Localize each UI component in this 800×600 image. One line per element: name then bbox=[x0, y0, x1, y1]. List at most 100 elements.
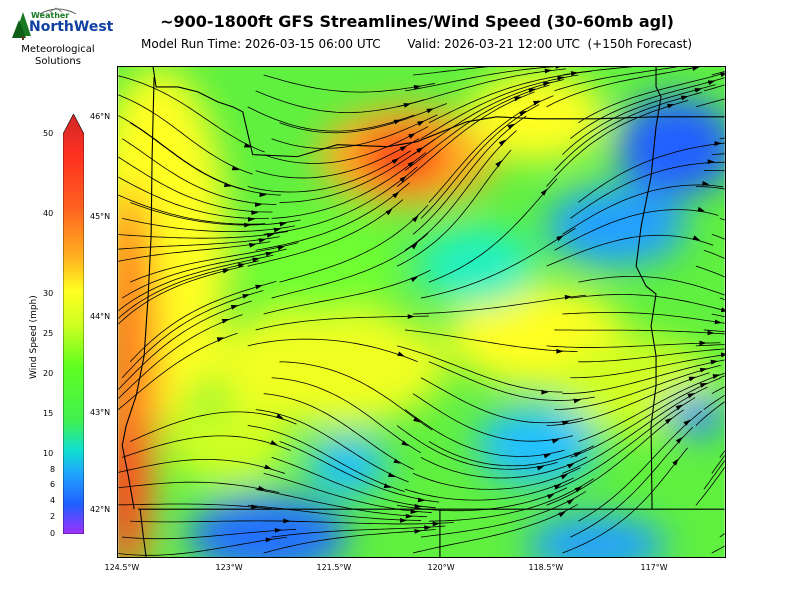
wind-map[interactable] bbox=[117, 66, 726, 558]
streamline bbox=[554, 67, 679, 92]
latitude-label: 45°N bbox=[90, 212, 111, 221]
streamline-arrow-icon bbox=[410, 242, 418, 250]
streamline bbox=[412, 115, 527, 235]
streamline bbox=[404, 130, 517, 251]
streamline bbox=[546, 67, 700, 108]
streamline bbox=[263, 166, 418, 235]
streamline bbox=[118, 536, 287, 556]
latitude-label: 44°N bbox=[90, 312, 111, 321]
streamline bbox=[271, 152, 427, 219]
colorbar-tick-label: 40 bbox=[43, 209, 54, 218]
streamline-arrow-icon bbox=[557, 75, 565, 81]
streamline-arrow-icon bbox=[692, 67, 700, 71]
streamline-arrow-icon bbox=[667, 103, 675, 109]
streamline-arrow-icon bbox=[387, 472, 396, 478]
streamline-arrow-icon bbox=[688, 376, 697, 382]
streamline bbox=[562, 447, 688, 554]
streamline bbox=[279, 441, 440, 503]
state-borders bbox=[121, 67, 725, 557]
streamline bbox=[118, 236, 280, 250]
streamline bbox=[405, 67, 555, 92]
logo-caption-line1: Meteorological bbox=[21, 44, 95, 55]
pacific-coastline bbox=[121, 76, 155, 510]
streamline bbox=[546, 234, 714, 267]
streamline bbox=[263, 74, 435, 93]
streamline-arrow-icon bbox=[573, 398, 582, 404]
streamline-arrow-icon bbox=[699, 367, 708, 373]
streamline-arrow-icon bbox=[541, 389, 549, 395]
streamline bbox=[420, 227, 576, 299]
streamline-arrow-icon bbox=[519, 110, 527, 117]
streamline bbox=[578, 275, 725, 296]
streamline bbox=[554, 329, 725, 335]
streamline bbox=[255, 409, 409, 483]
streamline bbox=[118, 94, 253, 175]
streamline-arrow-icon bbox=[417, 497, 426, 503]
streamline bbox=[255, 138, 420, 179]
streamline-arrow-icon bbox=[564, 294, 573, 300]
streamline-arrow-icon bbox=[410, 276, 419, 283]
streamline bbox=[404, 409, 565, 457]
streamline-arrow-icon bbox=[392, 191, 400, 199]
streamline bbox=[255, 488, 427, 518]
streamline bbox=[271, 377, 422, 454]
streamline bbox=[118, 241, 271, 262]
streamline bbox=[129, 281, 277, 363]
streamline-arrow-icon bbox=[408, 133, 416, 139]
streamline bbox=[130, 242, 299, 283]
logo-caption: Meteorological Solutions bbox=[13, 44, 103, 68]
streamline-arrow-icon bbox=[399, 175, 407, 183]
streamline bbox=[695, 466, 725, 506]
streamline-arrow-icon bbox=[264, 464, 272, 470]
streamline bbox=[271, 233, 429, 299]
streamline bbox=[404, 477, 575, 501]
streamline bbox=[578, 410, 702, 522]
streamline-arrow-icon bbox=[259, 192, 267, 198]
streamline-arrow-icon bbox=[560, 473, 569, 480]
streamline bbox=[428, 441, 594, 467]
streamline-arrow-icon bbox=[543, 453, 552, 459]
streamline bbox=[247, 338, 418, 363]
streamline bbox=[118, 231, 289, 239]
longitude-label: 123°W bbox=[215, 563, 243, 572]
streamline-arrow-icon bbox=[675, 436, 683, 444]
streamline bbox=[255, 315, 429, 331]
streamline-arrow-icon bbox=[399, 517, 408, 523]
streamline-arrow-icon bbox=[385, 208, 393, 216]
streamline-arrow-icon bbox=[697, 206, 705, 212]
streamline-arrow-icon bbox=[249, 242, 257, 248]
streamline bbox=[562, 359, 725, 395]
streamline-arrow-icon bbox=[413, 416, 421, 423]
streamline-arrow-icon bbox=[251, 210, 259, 215]
streamline-arrow-icon bbox=[556, 348, 564, 354]
streamline bbox=[118, 265, 244, 325]
oregon-idaho-border bbox=[635, 67, 662, 510]
streamline-arrow-icon bbox=[405, 513, 414, 519]
streamline-arrow-icon bbox=[720, 352, 725, 358]
streamline bbox=[118, 260, 260, 319]
logo-weather-text: Weather bbox=[31, 11, 70, 20]
streamline-arrow-icon bbox=[410, 509, 418, 514]
streamline bbox=[420, 491, 587, 538]
streamline-arrow-icon bbox=[683, 419, 691, 426]
streamline bbox=[546, 409, 684, 506]
streamline bbox=[397, 68, 566, 108]
streamline bbox=[118, 194, 266, 225]
streamline-arrow-icon bbox=[230, 305, 239, 310]
washington-oregon-border bbox=[152, 67, 725, 158]
streamline-arrow-icon bbox=[566, 498, 575, 505]
streamline bbox=[420, 74, 579, 140]
streamline bbox=[122, 528, 297, 540]
streamline bbox=[703, 459, 725, 490]
streamline-arrow-icon bbox=[407, 314, 415, 319]
streamline-arrow-icon bbox=[424, 525, 432, 531]
streamline bbox=[118, 75, 265, 153]
streamline-arrow-icon bbox=[712, 374, 721, 379]
streamline bbox=[546, 342, 721, 348]
streamline bbox=[263, 393, 414, 470]
streamline-arrow-icon bbox=[265, 251, 274, 257]
streamline bbox=[118, 503, 273, 510]
streamline bbox=[428, 178, 558, 283]
streamline-arrow-icon bbox=[495, 160, 502, 168]
streamline-arrow-icon bbox=[570, 71, 579, 76]
